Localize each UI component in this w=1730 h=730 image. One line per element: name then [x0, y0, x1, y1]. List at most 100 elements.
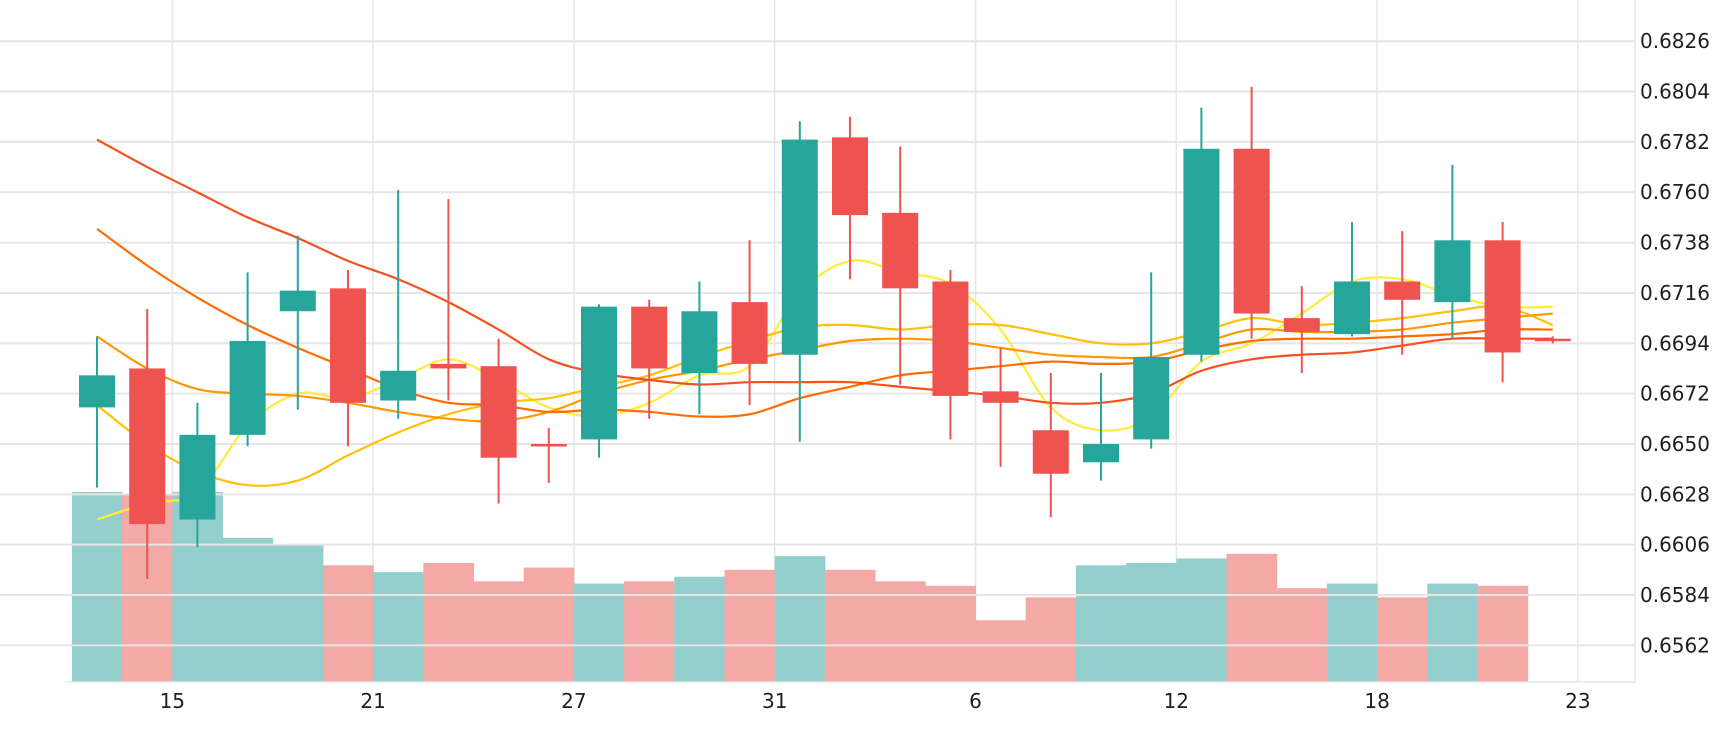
volume-bar [1326, 583, 1378, 682]
x-tick-label: 21 [360, 689, 385, 713]
volume-bar [473, 581, 525, 682]
candle [1384, 231, 1421, 355]
candle-body [581, 306, 617, 440]
x-tick-label: 31 [762, 689, 787, 713]
volume-bar [71, 492, 123, 682]
volume-bar [674, 576, 725, 682]
candle [1534, 336, 1571, 344]
candle-body [480, 366, 517, 458]
candle-body [1484, 240, 1521, 353]
volume-bar [573, 583, 625, 682]
candle-body [1133, 357, 1170, 440]
y-tick-label: 0.6694 [1640, 331, 1710, 355]
x-tick-label: 12 [1164, 689, 1189, 713]
candle-body [229, 341, 266, 435]
volume-bar [1075, 565, 1127, 682]
candle [781, 121, 818, 442]
candle-body [129, 368, 166, 525]
candle-body [179, 434, 216, 520]
candle [1083, 373, 1119, 481]
y-tick-label: 0.6760 [1640, 180, 1710, 204]
candle [129, 308, 166, 580]
candle-body [1032, 430, 1069, 474]
candle [1183, 107, 1220, 362]
candle-body [932, 281, 969, 396]
y-tick-label: 0.6738 [1640, 231, 1710, 255]
candle-body [681, 311, 718, 374]
volume-bar [523, 567, 575, 682]
volume-bars [71, 492, 1529, 682]
volume-bar [1377, 597, 1428, 682]
volume-bar [1176, 558, 1227, 682]
candle-body [530, 443, 567, 447]
y-tick-label: 0.6628 [1640, 482, 1710, 506]
y-tick-label: 0.6606 [1640, 533, 1710, 557]
candle [882, 146, 919, 385]
y-tick-label: 0.6672 [1640, 382, 1710, 406]
candle [330, 270, 366, 447]
y-tick-label: 0.6562 [1640, 633, 1710, 657]
moving-average-line [96, 138, 1553, 405]
volume-bar [774, 556, 826, 682]
y-tick-label: 0.6804 [1640, 80, 1710, 104]
candle [681, 281, 718, 415]
candle-body [1334, 281, 1370, 335]
candle [982, 347, 1019, 467]
candle [1434, 164, 1471, 339]
candle [832, 116, 868, 280]
volume-bar [1025, 597, 1077, 682]
candle [581, 304, 617, 458]
volume-bar [272, 544, 324, 682]
candles [79, 86, 1571, 580]
x-tick-label: 23 [1565, 689, 1590, 713]
volume-bar [322, 565, 374, 682]
volume-bar [724, 569, 776, 682]
candle-body [982, 391, 1019, 403]
candle-body [1534, 338, 1571, 342]
candle-body [1233, 148, 1270, 314]
candle-body [1384, 281, 1421, 300]
volume-bar [875, 581, 926, 682]
volume-bar [373, 572, 424, 682]
candle-body [279, 290, 316, 312]
volume-bar [1427, 583, 1478, 682]
candle [932, 270, 969, 440]
y-tick-label: 0.6782 [1640, 130, 1710, 154]
y-tick-label: 0.6584 [1640, 583, 1710, 607]
volume-bar [624, 581, 675, 682]
x-tick-label: 27 [561, 689, 586, 713]
candle-body [1183, 148, 1220, 355]
y-tick-label: 0.6826 [1640, 29, 1710, 53]
candle-body [631, 306, 668, 369]
candle-body [882, 212, 919, 289]
x-tick-label: 18 [1364, 689, 1389, 713]
candle [1133, 272, 1170, 449]
y-tick-label: 0.6650 [1640, 432, 1710, 456]
candle [731, 240, 768, 406]
candle [1334, 221, 1370, 337]
x-tick-label: 15 [160, 689, 185, 713]
volume-bar [222, 537, 274, 682]
candle-body [1434, 240, 1471, 303]
candle [229, 272, 266, 447]
candle-body [832, 137, 868, 216]
candle [1283, 286, 1320, 374]
candle [1233, 86, 1270, 339]
candle-body [430, 363, 467, 369]
candle [1484, 221, 1521, 383]
candle [380, 189, 417, 419]
candle-body [79, 375, 115, 408]
candle [179, 402, 216, 547]
volume-bar [1276, 588, 1328, 682]
grid-layer [171, 0, 1636, 682]
candle [79, 336, 115, 488]
volume-bar [925, 585, 976, 682]
volume-bar [423, 562, 474, 682]
candle [430, 199, 467, 401]
candle [480, 338, 517, 504]
volume-bar [1226, 553, 1278, 682]
candle [631, 299, 668, 419]
candle-body [1283, 318, 1320, 332]
axes: 0.6562 0.6584 0.6606 0.6628 0.6650 0.6672 0.66… [65, 29, 1710, 713]
candle-body [731, 302, 768, 364]
